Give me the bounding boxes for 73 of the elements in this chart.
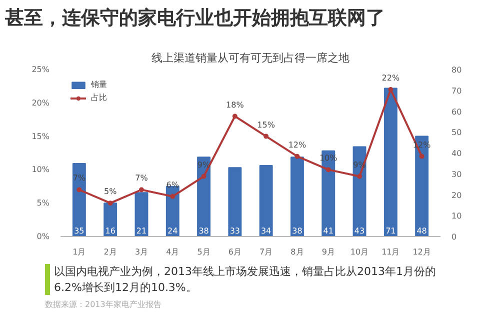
x-tick-label: 5月 (197, 248, 210, 256)
x-tick-label: 3月 (134, 248, 148, 256)
data-label: 34 (260, 226, 272, 236)
bar (290, 156, 304, 236)
point (419, 154, 424, 159)
data-label: 7% (135, 174, 148, 183)
data-label: 24 (168, 226, 178, 236)
chart-title: 甚至，连保守的家电行业也开始拥抱互联网了 (5, 6, 385, 31)
y-tick-label: 15% (32, 132, 50, 141)
y-tick-label: 20% (32, 98, 50, 108)
x-tick-label: 12月 (412, 248, 431, 256)
source-note: 数据来源：2013年家电产业报告 (45, 299, 162, 311)
y-tick-label: 10% (32, 165, 50, 174)
y-tick-label: 25% (32, 65, 50, 74)
point (108, 200, 113, 206)
data-label: 48 (416, 226, 427, 236)
point (232, 114, 238, 119)
bar (197, 156, 211, 236)
x-tick-label: 10月 (350, 248, 369, 256)
data-label: 41 (323, 226, 334, 236)
y2-tick-label: 50 (452, 128, 462, 138)
y-tick-label: 0% (36, 232, 50, 241)
y2-tick-label: 70 (452, 86, 462, 96)
x-tick-label: 6月 (228, 248, 242, 256)
y-tick-label: 5% (36, 198, 50, 208)
data-label: 7% (72, 174, 86, 183)
x-tick-label: 2月 (104, 248, 117, 256)
bar (228, 167, 242, 236)
x-tick-label: 1月 (72, 248, 86, 256)
bar (259, 165, 273, 236)
bar (415, 136, 429, 236)
legend-label: 占比 (91, 92, 108, 103)
point (357, 174, 362, 179)
legend-label: 销量 (91, 79, 108, 90)
point (170, 194, 176, 199)
y2-tick-label: 30 (452, 170, 462, 179)
bar (322, 150, 336, 236)
x-tick-label: 7月 (260, 248, 273, 256)
bar (72, 162, 86, 236)
y2-tick-label: 40 (452, 149, 462, 158)
x-tick-label: 9月 (322, 248, 335, 256)
data-label: 22% (382, 74, 400, 83)
point (326, 167, 331, 172)
y2-tick-label: 10 (452, 212, 462, 221)
point (138, 187, 144, 192)
data-label: 5% (104, 187, 118, 196)
bar (134, 192, 148, 236)
bar (104, 202, 118, 236)
data-label: 71 (386, 226, 396, 236)
data-label: 38 (198, 226, 209, 236)
x-tick-label: 8月 (290, 248, 304, 256)
data-label: 16 (105, 226, 116, 236)
point (76, 187, 82, 192)
text: 以国内电视产业为例，2013年线上市场发展迅速，销量占比从2013年1月份的6.2%增长到12月的10.3%。 (45, 264, 445, 296)
y2-tick-label: 20 (452, 190, 462, 200)
x-tick-label: 11月 (382, 248, 400, 256)
data-label: 43 (354, 226, 365, 236)
point (264, 134, 269, 139)
x-tick-label: 4月 (166, 248, 180, 256)
point (201, 174, 206, 179)
data-label: 21 (136, 226, 147, 236)
data-label: 18% (226, 100, 244, 110)
chart-subtitle: 线上渠道销量从可有可无到占得一席之地 (152, 52, 350, 64)
y2-tick-label: 0 (452, 232, 457, 242)
bar (384, 88, 398, 236)
data-label: 35 (74, 226, 84, 236)
y2-tick-label: 60 (452, 107, 462, 116)
data-label: 38 (292, 226, 302, 236)
point (294, 154, 300, 159)
y2-tick-label: 80 (452, 66, 462, 74)
data-label: 15% (257, 120, 276, 130)
data-label: 33 (230, 226, 240, 236)
data-label: 12% (288, 140, 307, 150)
